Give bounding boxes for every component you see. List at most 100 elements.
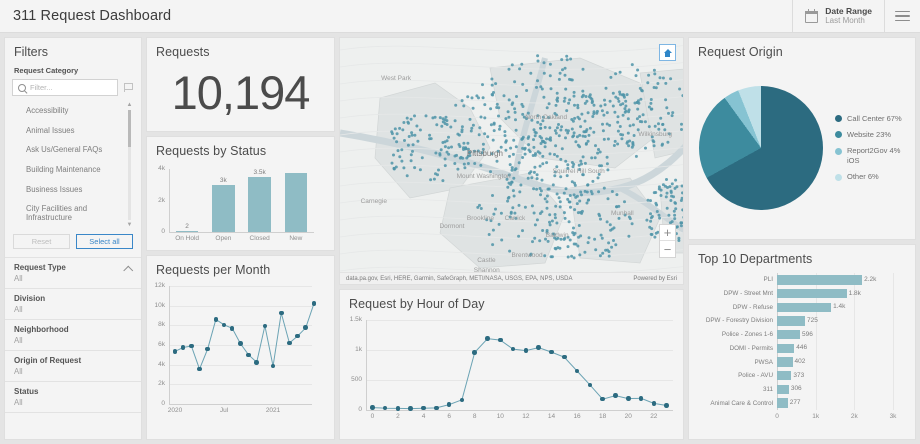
legend-label: Website 23% <box>847 129 892 139</box>
date-range-selector[interactable]: Date Range Last Month <box>792 0 884 32</box>
bar[interactable] <box>175 231 199 232</box>
data-point[interactable] <box>446 402 452 407</box>
menu-button[interactable] <box>884 0 920 32</box>
data-point[interactable] <box>205 346 210 352</box>
scroll-down-icon[interactable]: ▼ <box>126 221 133 228</box>
bar[interactable] <box>777 288 847 299</box>
category-search-input[interactable]: Filter... <box>12 79 118 96</box>
category-item[interactable]: Business Issues <box>26 184 83 194</box>
filter-row-status[interactable]: Status All <box>5 380 141 412</box>
data-point[interactable] <box>523 348 529 353</box>
legend-item[interactable]: Report2Gov 4% iOS <box>835 146 909 165</box>
data-point[interactable] <box>382 405 388 411</box>
filter-row-neighborhood[interactable]: Neighborhood All <box>5 318 141 350</box>
category-scrollbar[interactable]: ▲ ▼ <box>125 101 134 228</box>
request-by-hour-card: Request by Hour of Day 0 500 1k 1.5k 0 2 4 6 8 10… <box>339 289 684 440</box>
category-item[interactable]: Animal Issues <box>26 125 75 135</box>
legend-item[interactable]: Website 23% <box>835 130 909 139</box>
data-point[interactable] <box>485 336 490 341</box>
map-card[interactable]: West Park Pittsburgh North Oakland Wilkinsb… <box>339 37 684 285</box>
zoom-out-button[interactable]: − <box>663 241 672 257</box>
data-point[interactable] <box>664 403 669 408</box>
reset-button[interactable]: Reset <box>13 233 70 249</box>
bar[interactable] <box>777 357 793 367</box>
data-point[interactable] <box>172 349 178 354</box>
data-point[interactable] <box>197 366 202 372</box>
select-all-button[interactable]: Select all <box>76 233 133 249</box>
data-point[interactable] <box>213 317 219 322</box>
bar[interactable] <box>777 302 832 312</box>
category-item[interactable]: Ask Us/General FAQs <box>26 145 103 155</box>
legend-item[interactable]: Other 6% <box>835 172 909 181</box>
data-point[interactable] <box>262 323 268 329</box>
data-point[interactable] <box>638 396 644 401</box>
data-point[interactable] <box>651 401 657 406</box>
data-point[interactable] <box>498 337 503 343</box>
data-point[interactable] <box>295 333 300 339</box>
data-point[interactable] <box>549 349 554 355</box>
data-point[interactable] <box>625 396 631 401</box>
scroll-up-icon[interactable]: ▲ <box>126 102 133 108</box>
filter-row-origin-of-request[interactable]: Origin of Request All <box>5 349 141 381</box>
data-point[interactable] <box>246 352 251 358</box>
bar[interactable] <box>777 371 792 381</box>
category-item[interactable]: City Facilities and Infrastructure <box>26 204 88 223</box>
data-point[interactable] <box>287 340 292 346</box>
data-point[interactable] <box>536 345 541 350</box>
data-point[interactable] <box>221 322 227 328</box>
bar[interactable] <box>212 184 235 232</box>
bar[interactable] <box>248 176 271 232</box>
bar[interactable] <box>777 275 863 285</box>
data-point[interactable] <box>270 363 276 369</box>
map-canvas[interactable]: West Park Pittsburgh North Oakland Wilkinsb… <box>340 38 683 284</box>
data-point[interactable] <box>408 406 414 411</box>
category-list[interactable]: Accessibility Animal Issues Ask Us/General… <box>12 101 125 228</box>
data-point[interactable] <box>254 359 259 365</box>
filter-row-value: All <box>14 273 23 283</box>
data-point[interactable] <box>574 368 580 374</box>
data-point[interactable] <box>395 406 401 411</box>
data-point[interactable] <box>278 310 284 316</box>
data-point[interactable] <box>311 301 317 306</box>
top-departments-chart[interactable]: 0 1k 2k 3k 2.2k PLI 1.8k DPW - Street Mnt 1.4k DP… <box>689 269 915 439</box>
bar[interactable] <box>777 316 806 326</box>
legend-color-swatch <box>835 115 842 123</box>
bar[interactable] <box>777 398 788 408</box>
data-point[interactable] <box>370 405 375 410</box>
category-item[interactable]: Building Maintenance <box>26 165 101 175</box>
bar[interactable] <box>777 384 789 395</box>
data-point[interactable] <box>510 346 516 352</box>
data-point[interactable] <box>434 405 439 411</box>
data-point[interactable] <box>229 325 235 331</box>
bar-label: 3k <box>219 176 227 184</box>
map-home-button[interactable] <box>659 44 676 61</box>
bar[interactable] <box>777 343 795 353</box>
data-point[interactable] <box>180 345 186 350</box>
legend-item[interactable]: Call Center 67% <box>835 114 909 123</box>
bar[interactable] <box>284 172 308 232</box>
data-point[interactable] <box>189 343 194 349</box>
filter-row-request-type[interactable]: Request Type All <box>5 256 141 288</box>
request-origin-pie[interactable] <box>699 85 823 210</box>
chevron-up-icon[interactable] <box>124 265 132 273</box>
data-point[interactable] <box>613 393 618 398</box>
data-point[interactable] <box>600 396 605 402</box>
data-point[interactable] <box>303 325 309 331</box>
filter-row-division[interactable]: Division All <box>5 287 141 319</box>
category-item[interactable]: Accessibility <box>26 106 69 116</box>
requests-kpi-card: Requests 10,194 <box>146 37 335 132</box>
requests-by-status-chart[interactable]: 0 2k 4k 2 On Hold 3k Open 3.5k Closed New <box>147 161 334 250</box>
request-by-hour-chart[interactable]: 0 500 1k 1.5k 0 2 4 6 8 10 12 14 16 18 20 22 <box>340 314 683 439</box>
map-zoom-controls[interactable]: + − <box>659 224 676 258</box>
data-point[interactable] <box>421 405 426 411</box>
map-place-label: Munhall <box>610 210 634 218</box>
flag-icon[interactable] <box>123 82 134 93</box>
zoom-in-button[interactable]: + <box>660 225 675 241</box>
data-point[interactable] <box>459 397 465 403</box>
data-point[interactable] <box>238 341 243 346</box>
bar[interactable] <box>777 329 801 340</box>
data-point[interactable] <box>472 350 478 355</box>
data-point[interactable] <box>587 382 593 388</box>
data-point[interactable] <box>561 354 567 360</box>
requests-per-month-chart[interactable]: 0 2k 4k 6k 8k 10k 12k 2020 Jul 2021 <box>147 280 334 439</box>
